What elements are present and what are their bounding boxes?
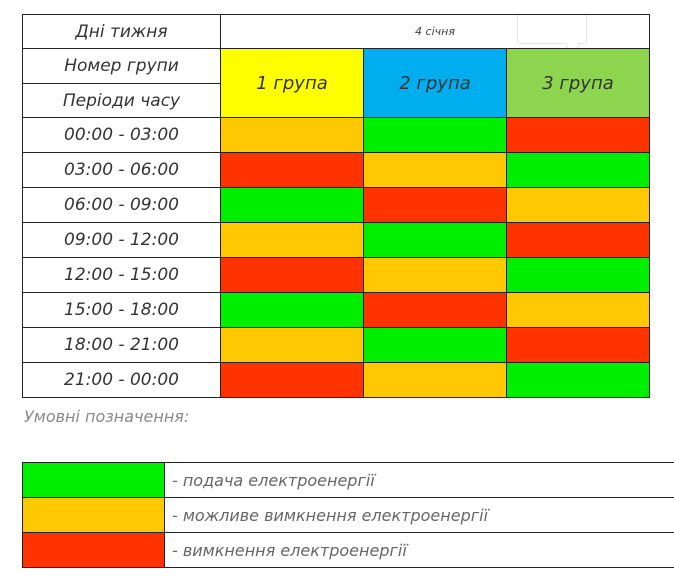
- schedule-row: 18:00 - 21:00: [22, 327, 650, 363]
- outage-schedule-table: Дні тижня 4 січня Номер групи 1 група 2 …: [22, 14, 650, 398]
- legend-row: - вимкнення електроенергії: [22, 532, 674, 568]
- time-period: 12:00 - 15:00: [22, 257, 221, 293]
- group-3-header: 3 група: [506, 48, 650, 118]
- time-period: 21:00 - 00:00: [22, 362, 221, 398]
- group-3-status-orange: [506, 187, 650, 223]
- schedule-row: 03:00 - 06:00: [22, 152, 650, 188]
- time-period: 03:00 - 06:00: [22, 152, 221, 188]
- group-3-status-red: [506, 117, 650, 153]
- time-period: 18:00 - 21:00: [22, 327, 221, 363]
- legend-swatch-orange: [22, 497, 165, 533]
- schedule-row: 00:00 - 03:00: [22, 117, 650, 153]
- legend-text: - подача електроенергії: [164, 462, 674, 498]
- group-1-status-green: [220, 292, 364, 328]
- group-1-status-red: [220, 362, 364, 398]
- group-1-status-orange: [220, 327, 364, 363]
- group-1-status-orange: [220, 222, 364, 258]
- group-2-status-green: [363, 222, 507, 258]
- time-period: 09:00 - 12:00: [22, 222, 221, 258]
- time-period: 15:00 - 18:00: [22, 292, 221, 328]
- time-periods-label: Періоди часу: [22, 83, 221, 118]
- group-1-status-green: [220, 187, 364, 223]
- schedule-row: 06:00 - 09:00: [22, 187, 650, 223]
- group-1-status-red: [220, 152, 364, 188]
- group-1-status-red: [220, 257, 364, 293]
- group-2-header: 2 група: [363, 48, 507, 118]
- schedule-row: 21:00 - 00:00: [22, 362, 650, 398]
- group-2-status-orange: [363, 362, 507, 398]
- legend-text: - вимкнення електроенергії: [164, 532, 674, 568]
- group-2-status-red: [363, 292, 507, 328]
- legend-row: - можливе вимкнення електроенергії: [22, 497, 674, 533]
- group-3-status-green: [506, 257, 650, 293]
- group-2-status-red: [363, 187, 507, 223]
- legend-text: - можливе вимкнення електроенергії: [164, 497, 674, 533]
- legend-row: - подача електроенергії: [22, 462, 674, 498]
- group-3-status-green: [506, 362, 650, 398]
- group-number-label: Номер групи: [22, 48, 221, 84]
- group-3-status-red: [506, 327, 650, 363]
- schedule-row: 15:00 - 18:00: [22, 292, 650, 328]
- group-2-status-green: [363, 327, 507, 363]
- schedule-row: 09:00 - 12:00: [22, 222, 650, 258]
- group-1-header: 1 група: [220, 48, 364, 118]
- date-text: 4 січня: [415, 25, 455, 38]
- legend-rows: - подача електроенергії - можливе вимкнен…: [22, 462, 674, 568]
- time-period: 06:00 - 09:00: [22, 187, 221, 223]
- group-2-status-orange: [363, 257, 507, 293]
- group-3-status-green: [506, 152, 650, 188]
- group-3-status-orange: [506, 292, 650, 328]
- cropped-footer-fragment: [24, 574, 164, 581]
- days-of-week-label: Дні тижня: [22, 14, 221, 49]
- legend-swatch-green: [22, 462, 165, 498]
- group-1-status-orange: [220, 117, 364, 153]
- group-2-status-green: [363, 117, 507, 153]
- legend-table: - подача електроенергії - можливе вимкнен…: [22, 462, 674, 568]
- date-header: 4 січня: [220, 14, 650, 49]
- cropped-heading-fragment: [24, 0, 218, 12]
- schedule-rows: 00:00 - 03:00 03:00 - 06:00 06:00 - 09:00 0…: [22, 117, 650, 398]
- legend-caption: Умовні позначення:: [24, 407, 190, 426]
- group-2-status-orange: [363, 152, 507, 188]
- tooltip-bubble: [517, 15, 587, 44]
- time-period: 00:00 - 03:00: [22, 117, 221, 153]
- legend-swatch-red: [22, 532, 165, 568]
- group-3-status-red: [506, 222, 650, 258]
- schedule-row: 12:00 - 15:00: [22, 257, 650, 293]
